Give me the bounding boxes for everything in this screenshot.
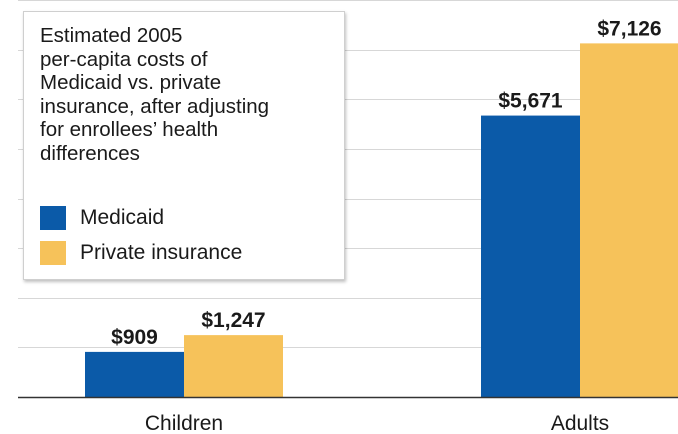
legend-swatch-private-insurance [40,241,66,265]
legend-swatch-medicaid [40,206,66,230]
data-label-medicaid-adults: $5,671 [498,90,563,113]
data-label-medicaid-children: $909 [111,326,158,349]
legend-label-medicaid: Medicaid [80,206,165,229]
data-label-private-insurance-adults: $7,126 [597,17,661,40]
legend-label-private-insurance: Private insurance [80,241,243,264]
bar-private-insurance-children [184,335,283,397]
legend-item-medicaid: Medicaid [40,205,164,231]
data-label-private-insurance-children: $1,247 [201,309,265,332]
chart-title: Estimated 2005 per-capita costs of Medic… [40,24,270,165]
legend-item-private-insurance: Private insurance [40,240,242,266]
bar-medicaid-adults [481,115,580,397]
x-tick-label-adults: Adults [551,412,609,434]
x-tick-label-children: Children [145,412,223,434]
bar-private-insurance-adults [580,43,678,397]
chart-legend: Estimated 2005 per-capita costs of Medic… [23,11,345,280]
bar-medicaid-children [85,351,184,397]
